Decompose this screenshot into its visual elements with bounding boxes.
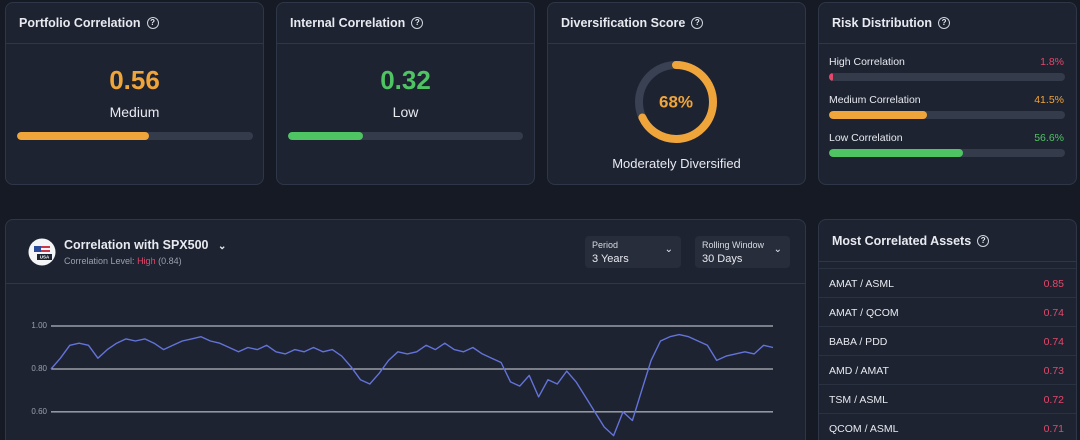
bar bbox=[829, 149, 963, 157]
asset-pair: AMAT / QCOM bbox=[829, 307, 899, 319]
chart-title[interactable]: Correlation with SPX500 ⌄ bbox=[64, 238, 226, 252]
dropdown-label: Period bbox=[592, 240, 619, 250]
chevron: ⌄ bbox=[217, 241, 227, 252]
card-header: Internal Correlation? bbox=[277, 3, 534, 44]
asset-value: 0.72 bbox=[1043, 394, 1064, 406]
card-header: Portfolio Correlation? bbox=[6, 3, 263, 44]
value: 0.32 bbox=[380, 65, 431, 95]
asset-value: 0.74 bbox=[1043, 336, 1064, 348]
period-dropdown[interactable]: Period 3 Years ⌄ bbox=[585, 236, 681, 268]
y-tick-label: 1.00 bbox=[31, 321, 47, 330]
bar-track bbox=[288, 132, 523, 140]
level-value: (0.84) bbox=[158, 256, 182, 266]
asset-pair: AMAT / ASML bbox=[829, 278, 894, 290]
level: High bbox=[137, 256, 156, 266]
card-title: Most Correlated Assets bbox=[832, 233, 972, 248]
score-caption: Moderately Diversified bbox=[612, 156, 741, 171]
bar-track bbox=[17, 132, 253, 140]
bar bbox=[17, 132, 150, 140]
risk-card: Risk Distribution? High Correlation 1.8% M… bbox=[818, 2, 1077, 185]
icon-label: USA bbox=[40, 255, 50, 260]
level: Low bbox=[392, 104, 419, 120]
card-header: Diversification Score? bbox=[548, 3, 805, 44]
chart-card: USA Correlation with SPX500 ⌄ Correlatio… bbox=[5, 219, 806, 440]
bar-track bbox=[829, 149, 1065, 157]
dropdown-value: 3 Years bbox=[592, 253, 629, 265]
info-icon[interactable]: ? bbox=[977, 234, 990, 247]
y-tick-label: 0.60 bbox=[31, 407, 47, 416]
asset-row: AMD / AMAT 0.73 bbox=[819, 355, 1076, 385]
assets-card: Most Correlated Assets? AMAT / ASML 0.85 A… bbox=[818, 219, 1077, 440]
value: 0.56 bbox=[109, 65, 160, 95]
info-icon[interactable]: ? bbox=[146, 17, 159, 29]
risk-share: 56.6% bbox=[1034, 132, 1064, 144]
risk-name: High Correlation bbox=[829, 56, 905, 68]
line-chart: 0.60 0.80 1.00 bbox=[31, 321, 774, 437]
asset-value: 0.73 bbox=[1043, 365, 1064, 377]
level: Medium bbox=[109, 104, 160, 120]
card-header: Risk Distribution? bbox=[819, 3, 1076, 44]
asset-value: 0.71 bbox=[1043, 423, 1064, 435]
card-title: Internal Correlation bbox=[290, 16, 406, 30]
asset-pair: QCOM / ASML bbox=[829, 423, 899, 435]
level-line: Correlation Level: High (0.84) bbox=[64, 256, 182, 266]
risk-name: Medium Correlation bbox=[829, 94, 921, 106]
window-dropdown[interactable]: Rolling Window 30 Days ⌄ bbox=[695, 236, 790, 268]
donut-arc bbox=[635, 61, 717, 143]
asset-value: 0.85 bbox=[1043, 278, 1064, 290]
bar bbox=[288, 132, 364, 140]
chevron: ⌄ bbox=[664, 244, 673, 255]
bar-track bbox=[829, 111, 1065, 119]
card-title: Portfolio Correlation bbox=[19, 16, 141, 30]
card-title: Diversification Score bbox=[561, 16, 686, 30]
card-header: Most Correlated Assets? bbox=[819, 220, 1076, 262]
bar bbox=[829, 111, 927, 119]
flag-icon: USA bbox=[28, 238, 56, 266]
y-tick-label: 0.80 bbox=[31, 364, 47, 373]
chart-header: USA Correlation with SPX500 ⌄ Correlatio… bbox=[6, 220, 805, 284]
asset-row: TSM / ASML 0.72 bbox=[819, 384, 1076, 414]
risk-name: Low Correlation bbox=[829, 132, 903, 144]
bar-track bbox=[829, 73, 1065, 81]
risk-share: 41.5% bbox=[1034, 94, 1064, 106]
donut: 68% bbox=[635, 61, 717, 143]
title: Correlation with SPX500 bbox=[64, 238, 209, 252]
chevron: ⌄ bbox=[773, 244, 782, 255]
card-title: Risk Distribution bbox=[832, 16, 933, 30]
risk-share: 1.8% bbox=[1040, 56, 1064, 68]
info-icon[interactable]: ? bbox=[938, 17, 951, 29]
asset-value: 0.74 bbox=[1043, 307, 1064, 319]
series-line bbox=[50, 333, 774, 437]
asset-row: AMAT / ASML 0.85 bbox=[819, 268, 1076, 298]
asset-row: AMAT / QCOM 0.74 bbox=[819, 297, 1076, 327]
info-icon[interactable]: ? bbox=[411, 17, 424, 29]
level-prefix: Correlation Level: bbox=[64, 256, 135, 266]
asset-pair: BABA / PDD bbox=[829, 336, 888, 348]
diversification-card: Diversification Score? 68% Moderately Di… bbox=[547, 2, 806, 185]
asset-pair: AMD / AMAT bbox=[829, 365, 889, 377]
score-label: 68% bbox=[659, 92, 693, 111]
portfolio-card: Portfolio Correlation? 0.56 Medium bbox=[5, 2, 264, 185]
dropdown-value: 30 Days bbox=[702, 253, 743, 265]
asset-row: QCOM / ASML 0.71 bbox=[819, 413, 1076, 440]
internal-card: Internal Correlation? 0.32 Low bbox=[276, 2, 535, 185]
asset-row: BABA / PDD 0.74 bbox=[819, 326, 1076, 356]
bar bbox=[829, 73, 834, 81]
info-icon[interactable]: ? bbox=[691, 17, 704, 29]
asset-pair: TSM / ASML bbox=[829, 394, 888, 406]
dropdown-label: Rolling Window bbox=[702, 240, 765, 250]
